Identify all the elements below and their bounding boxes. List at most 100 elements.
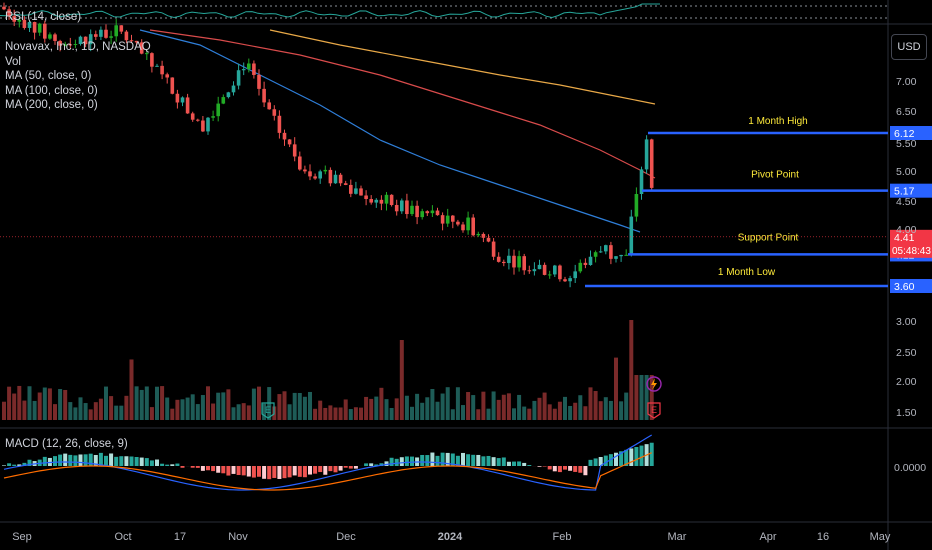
candle [578,259,583,274]
candle [119,25,124,34]
macd-bar [251,466,256,478]
x-tick-label: Oct [114,531,131,543]
candle [247,58,251,73]
candle-body [318,171,322,179]
candle-body [58,40,62,46]
candle-body [267,102,271,110]
macd-bar [170,464,175,466]
volume-bar [144,386,149,420]
candle [241,62,246,76]
candle-body [558,265,562,280]
candle-body [384,194,389,204]
macd-bar [501,457,506,466]
macd-bar [262,466,267,479]
volume-bar [359,407,363,420]
candle [354,181,358,195]
candle [502,259,506,267]
main-legend: Novavax, Inc., 1D, NASDAQ Vol MA (50, cl… [5,40,151,113]
volume-bar [527,408,532,420]
candle [563,276,567,282]
candle-body [94,34,98,37]
candle-body [298,156,302,170]
candle [624,249,628,256]
macd-bar [547,466,552,470]
candle [287,139,292,148]
candle-body [471,217,475,236]
volume-bar [619,401,624,420]
candle-body [425,211,430,214]
candle-body [328,169,333,184]
y-tick-label: 4.50 [896,196,917,208]
candle [78,35,83,46]
candle-body [150,53,154,67]
candle [445,208,450,227]
current-price-tag [890,229,932,258]
candle-body [262,88,266,103]
macd-bar [578,466,583,473]
volume-bar [93,402,98,420]
volume-bar [83,403,88,420]
earnings-marker-letter: E [265,405,271,415]
macd-bar [348,466,353,469]
volume-bar [58,389,63,420]
candle-body [415,205,419,218]
candle [384,192,389,211]
candle-body [624,254,628,256]
macd-bar [384,461,389,466]
candle [583,258,588,269]
macd-bar [165,464,170,466]
candle [461,221,465,233]
candle-body [2,6,6,10]
candle [17,17,22,28]
candle [369,195,373,205]
candle-body [349,184,353,194]
candle-body [598,251,603,253]
macd-bar [649,442,654,466]
candle-body [175,93,180,103]
candle [27,20,32,33]
currency-button[interactable]: USD [891,34,927,60]
macd-bar [420,454,425,466]
candle [593,250,598,263]
candle-body [568,278,572,282]
macd-bar [22,462,27,466]
candle-body [374,199,379,203]
volume-bar [37,392,42,420]
volume-bar [221,392,226,420]
candle-body [639,169,644,194]
candle [88,29,93,52]
volume-bar [98,398,103,420]
candle-body [400,200,404,212]
macd-bar [190,466,195,468]
candle [644,135,649,174]
candle [568,275,572,288]
macd-bar [639,445,644,466]
volume-bar [211,403,216,420]
volume-bar [573,402,578,420]
candle [639,166,644,200]
candle-body [241,69,246,71]
macd-bar [624,449,629,466]
candle [73,39,78,48]
candle [532,262,537,276]
candle [32,21,37,40]
candle-body [119,25,124,32]
earnings-marker-shape [261,402,275,419]
candle [124,30,129,44]
volume-bar [629,320,634,420]
candle [37,22,42,36]
y-tick-label: 2.50 [896,347,917,359]
x-tick-label: Feb [553,531,572,543]
volume-bar [608,400,613,420]
y-tick-label: 2.00 [896,376,917,388]
candle-body [364,195,368,200]
candle [558,264,562,282]
volume-bar [471,395,476,420]
candle-body [170,77,175,94]
candle [430,205,435,217]
candle [58,39,62,52]
candle-body [68,44,73,46]
candle [12,9,16,27]
